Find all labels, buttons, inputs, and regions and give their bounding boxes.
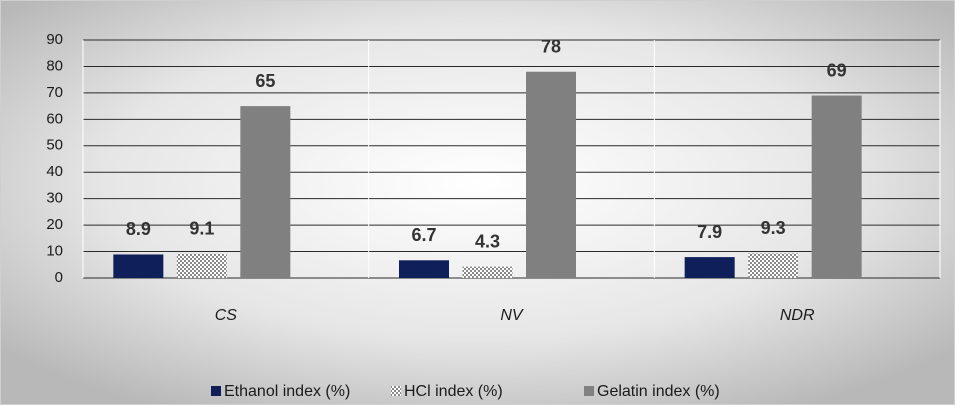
- data-label: 65: [255, 71, 275, 91]
- data-label: 69: [827, 60, 847, 80]
- x-tick-label: NDR: [780, 307, 815, 324]
- data-label: 9.3: [761, 218, 786, 238]
- y-tick-label: 30: [46, 190, 63, 207]
- bar: [462, 266, 513, 278]
- legend-swatch: [584, 386, 594, 396]
- y-tick-label: 10: [46, 243, 63, 260]
- bar: [113, 254, 164, 278]
- data-label: 7.9: [697, 222, 722, 242]
- y-tick-label: 70: [46, 84, 63, 101]
- y-tick-label: 50: [46, 137, 63, 154]
- bar: [399, 260, 449, 278]
- legend-swatch: [391, 386, 401, 396]
- bar: [176, 253, 227, 278]
- data-label: 6.7: [411, 225, 436, 245]
- bar: [748, 253, 799, 278]
- y-tick-label: 40: [46, 163, 63, 180]
- legend-label: HCl index (%): [404, 383, 503, 400]
- data-label: 8.9: [126, 219, 151, 239]
- bar: [240, 106, 291, 278]
- y-tick-label: 0: [55, 269, 63, 286]
- data-label: 78: [541, 36, 561, 56]
- bar: [526, 71, 576, 278]
- legend-label: Gelatin index (%): [597, 383, 720, 400]
- bar: [684, 257, 735, 278]
- y-tick-label: 20: [46, 216, 63, 233]
- x-tick-label: CS: [215, 307, 238, 324]
- y-tick-label: 60: [46, 110, 63, 127]
- legend-label: Ethanol index (%): [224, 383, 350, 400]
- data-label: 9.1: [189, 219, 214, 239]
- bar: [811, 95, 862, 279]
- data-label: 4.3: [475, 231, 500, 251]
- y-tick-label: 90: [46, 31, 63, 48]
- y-tick-label: 80: [46, 57, 63, 74]
- x-tick-label: NV: [500, 307, 524, 324]
- legend-swatch: [211, 386, 221, 396]
